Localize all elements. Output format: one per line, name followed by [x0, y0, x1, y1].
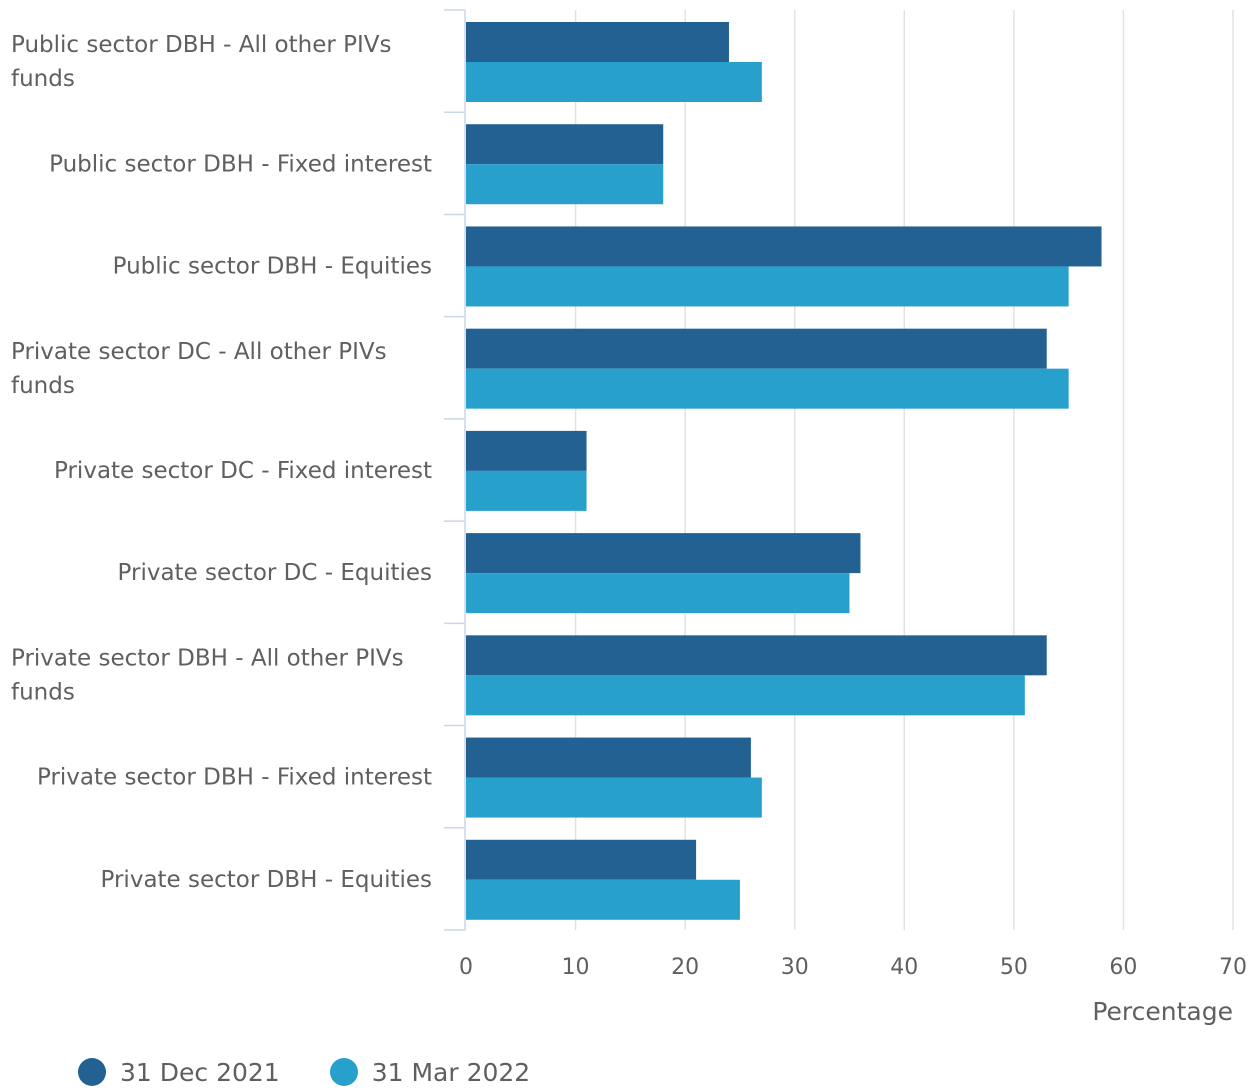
x-tick-label-30: 30 — [781, 955, 809, 980]
bar-series-1-cat-3 — [466, 226, 1102, 267]
bar-series-2-cat-1 — [466, 62, 762, 102]
x-tick-label-40: 40 — [890, 955, 918, 980]
bar-series-2-cat-9 — [466, 879, 740, 920]
bar-series-1-cat-9 — [466, 839, 697, 880]
x-tick-label-20: 20 — [671, 955, 699, 980]
x-tick-label-60: 60 — [1109, 955, 1137, 980]
chart-svg: Public sector DBH - All other PIVs funds P… — [11, 9, 1247, 1026]
legend-marker-series-2 — [329, 1058, 358, 1086]
bar-series-1-cat-8 — [466, 737, 751, 778]
legend: 31 Dec 2021 31 Mar 2022 — [78, 1052, 530, 1092]
bar-series-2-cat-5 — [466, 470, 587, 511]
legend-marker-series-1 — [78, 1058, 106, 1086]
bar-series-1-cat-7 — [466, 635, 1047, 676]
bar-series-2-cat-4 — [466, 368, 1069, 409]
x-tick-label-0: 0 — [459, 955, 473, 980]
category-label-3: Public sector DBH - Equities — [113, 254, 432, 280]
bar-series-1-cat-2 — [466, 124, 664, 165]
category-label-4: Private sector DC - All other PIVs funds — [11, 339, 387, 399]
x-tick-label-70: 70 — [1219, 955, 1247, 980]
bar-series-2-cat-2 — [466, 164, 664, 205]
x-tick-label-10: 10 — [562, 955, 590, 980]
category-label-7: Private sector DBH - All other PIVs funds — [11, 645, 404, 705]
bar-series-2-cat-8 — [466, 777, 762, 818]
legend-item-series-1[interactable]: 31 Dec 2021 — [78, 1058, 280, 1087]
legend-label-series-2: 31 Mar 2022 — [371, 1057, 531, 1087]
legend-label-series-1: 31 Dec 2021 — [120, 1057, 280, 1087]
bar-series-2-cat-3 — [466, 266, 1069, 307]
category-label-9: Private sector DBH - Equities — [101, 867, 432, 893]
bar-series-2-cat-6 — [466, 573, 850, 614]
bar-series-1-cat-5 — [466, 430, 587, 471]
category-label-5: Private sector DC - Fixed interest — [54, 458, 432, 484]
bar-series-1-cat-4 — [466, 328, 1047, 369]
bar-series-1-cat-1 — [466, 22, 729, 62]
category-label-2: Public sector DBH - Fixed interest — [49, 151, 432, 177]
bar-series-2-cat-7 — [466, 675, 1025, 716]
legend-item-series-2[interactable]: 31 Mar 2022 — [329, 1057, 531, 1087]
category-label-8: Private sector DBH - Fixed interest — [37, 765, 432, 791]
category-label-6: Private sector DC - Equities — [118, 560, 432, 586]
category-label-1: Public sector DBH - All other PIVs funds — [11, 32, 392, 92]
x-tick-label-50: 50 — [1000, 955, 1028, 980]
bar-series-1-cat-6 — [466, 533, 861, 574]
x-axis-title: Percentage — [1092, 997, 1233, 1026]
